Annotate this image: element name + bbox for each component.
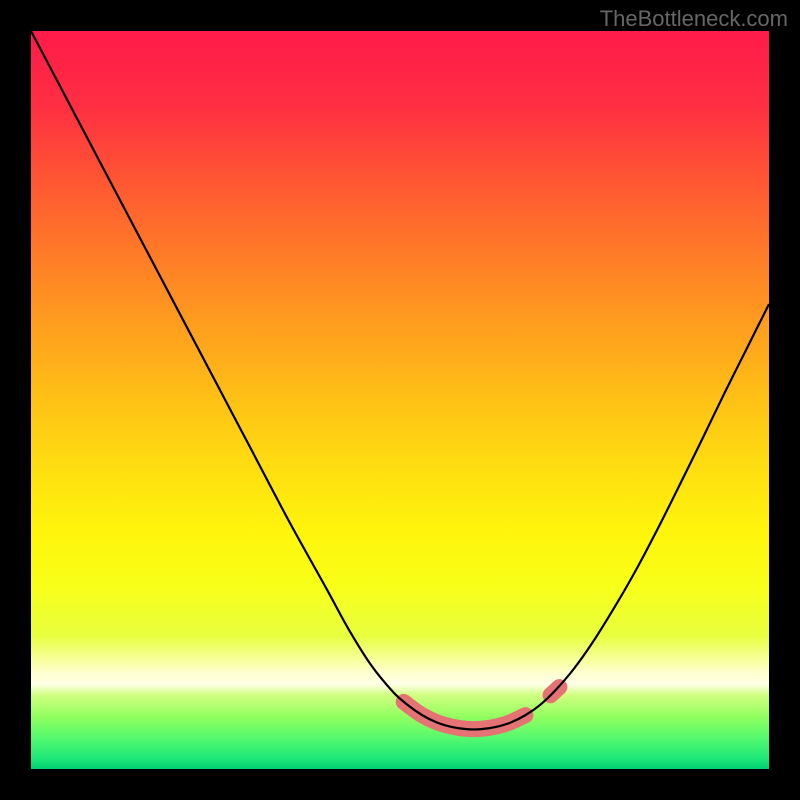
watermark-text: TheBottleneck.com	[600, 6, 788, 32]
curve-layer	[31, 31, 769, 769]
plot-area	[31, 31, 769, 769]
bottleneck-curve	[31, 31, 769, 729]
